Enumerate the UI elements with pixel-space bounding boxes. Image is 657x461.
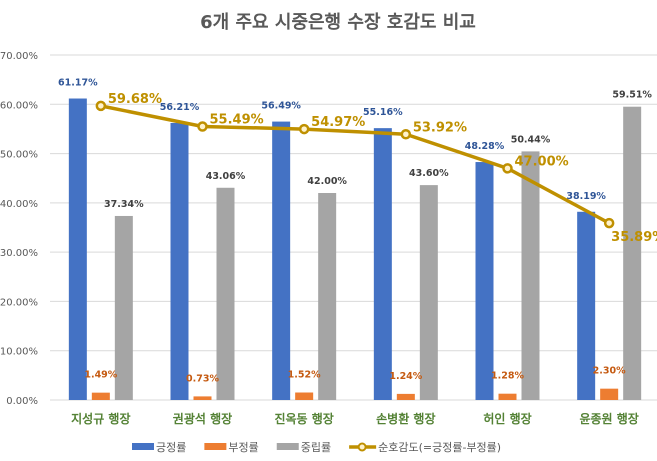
y-tick-label: 30.00% [0, 248, 38, 259]
data-label: 0.73% [186, 373, 219, 384]
y-tick-label: 70.00% [0, 51, 38, 62]
category-label: 손병환 행장 [376, 411, 435, 426]
y-tick-label: 0.00% [6, 396, 38, 407]
data-label: 48.28% [465, 141, 505, 152]
data-label: 2.30% [593, 366, 626, 377]
data-label: 50.44% [511, 134, 551, 145]
legend-label: 긍정률 [156, 441, 186, 454]
line-marker [400, 129, 412, 140]
bar-긍정률 [373, 128, 392, 400]
bar-긍정률 [68, 98, 87, 400]
category-label: 지성규 행장 [71, 411, 130, 426]
line-data-label: 53.92% [413, 120, 467, 135]
bar-중립률 [216, 187, 235, 400]
data-label: 1.49% [84, 370, 117, 381]
bar-중립률 [318, 193, 337, 400]
legend-label: 부정률 [228, 441, 258, 454]
bar-중립률 [623, 106, 642, 400]
data-label: 42.00% [307, 176, 347, 187]
line-data-label: 55.49% [210, 113, 264, 128]
data-label: 43.60% [409, 168, 449, 179]
line-data-label: 59.68% [108, 92, 162, 107]
bar-긍정률 [475, 162, 494, 400]
line-marker [95, 100, 107, 112]
data-label: 56.21% [160, 102, 200, 113]
bar-부정률 [600, 388, 619, 400]
legend-marker [357, 442, 367, 452]
data-label: 56.49% [261, 101, 301, 112]
bar-중립률 [521, 151, 540, 400]
y-tick-label: 60.00% [0, 100, 38, 111]
y-tick-label: 10.00% [0, 347, 38, 358]
bar-부정률 [396, 393, 415, 400]
data-label: 55.16% [363, 107, 403, 118]
bar-부정률 [91, 392, 110, 400]
data-label: 38.19% [566, 191, 606, 202]
bar-긍정률 [272, 121, 291, 401]
line-data-label: 54.97% [311, 115, 365, 130]
legend-label: 중립률 [301, 441, 331, 454]
bar-중립률 [114, 215, 133, 400]
y-tick-label: 50.00% [0, 150, 38, 161]
line-data-label: 35.89% [611, 230, 657, 245]
data-label: 1.52% [288, 370, 321, 381]
line-marker [197, 121, 208, 132]
chart-title: 6개 주요 시중은행 수장 호감도 비교 [200, 12, 476, 33]
data-label: 1.28% [491, 371, 524, 382]
bar-중립률 [419, 185, 438, 400]
line-data-label: 47.00% [515, 154, 569, 169]
legend-swatch [132, 443, 154, 450]
line-marker [603, 217, 615, 229]
line-marker [298, 123, 310, 135]
legend-label: 순호감도(=긍정률-부정률) [378, 441, 501, 454]
bar-긍정률 [170, 122, 189, 400]
line-marker [502, 163, 513, 174]
bar-긍정률 [577, 211, 596, 400]
y-tick-label: 40.00% [0, 199, 38, 210]
data-label: 59.51% [612, 90, 652, 101]
category-label: 권광석 행장 [173, 411, 232, 426]
bar-부정률 [295, 392, 314, 400]
legend-swatch [276, 443, 299, 450]
data-label: 37.34% [104, 199, 144, 210]
bar-부정률 [193, 396, 212, 400]
bar-부정률 [498, 393, 517, 400]
category-label: 진옥동 행장 [274, 411, 333, 426]
category-label: 윤종원 행장 [579, 411, 638, 426]
data-label: 43.06% [206, 171, 246, 182]
category-label: 허인 행장 [483, 411, 531, 426]
line-series [100, 104, 610, 225]
data-label: 1.24% [389, 371, 422, 382]
y-tick-label: 20.00% [0, 297, 38, 308]
data-label: 61.17% [58, 78, 98, 89]
legend-swatch [204, 443, 227, 450]
